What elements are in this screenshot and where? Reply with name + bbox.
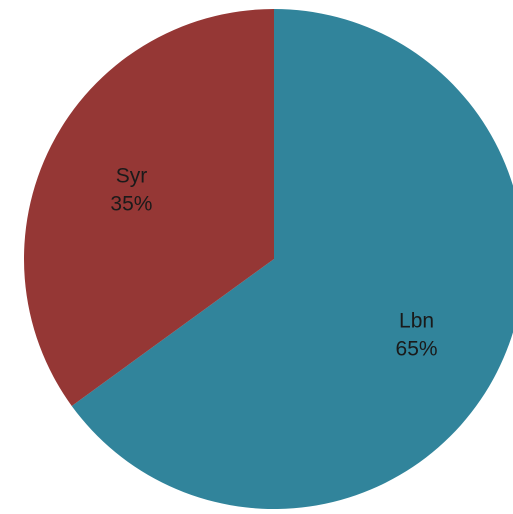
slice-name-syr: Syr xyxy=(116,164,148,187)
pie-labels: Lbn 65% Syr 35% xyxy=(110,164,437,360)
slice-name-lbn: Lbn xyxy=(399,310,434,333)
slice-percent-lbn: 65% xyxy=(396,338,438,361)
slice-percent-syr: 35% xyxy=(110,192,152,215)
pie-slices xyxy=(23,9,513,509)
pie-slice-lbn xyxy=(71,9,513,509)
pie-slice-syr xyxy=(23,9,275,406)
slice-label-lbn: Lbn 65% xyxy=(396,310,438,361)
slice-label-syr: Syr 35% xyxy=(110,164,152,215)
